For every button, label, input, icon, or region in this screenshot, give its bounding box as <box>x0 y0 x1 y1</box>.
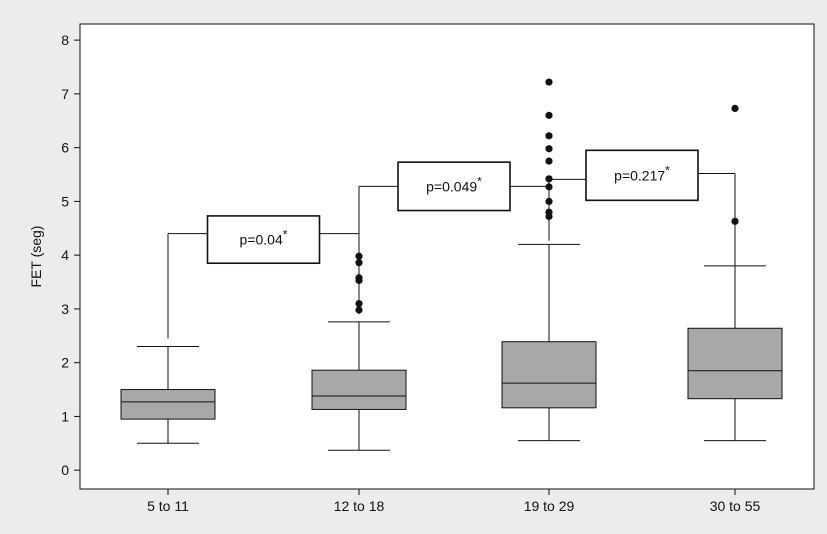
p-value-text-2: p=0.217 <box>614 167 665 183</box>
p-value-text-0: p=0.04 <box>240 232 283 248</box>
y-tick-label-8: 8 <box>61 32 69 48</box>
x-axis: 5 to 11 12 to 18 19 to 29 30 to 55 <box>147 489 761 514</box>
outlier-point-1-5 <box>355 252 363 260</box>
significance-mark-1: * <box>477 174 482 188</box>
outlier-point-2-9 <box>545 78 553 86</box>
box-iqr-1 <box>311 369 407 410</box>
box-group-1 <box>311 252 407 451</box>
outlier-point-2-5 <box>545 157 553 165</box>
outlier-point-2-7 <box>545 132 553 140</box>
annotation-0: p=0.04* <box>167 215 360 339</box>
box-iqr-2 <box>501 341 597 409</box>
p-value-text-1: p=0.049 <box>426 178 477 194</box>
annotation-2: p=0.217* <box>548 149 736 271</box>
outlier-point-3-0 <box>731 217 739 225</box>
box-group-0 <box>120 346 216 444</box>
outlier-point-2-2 <box>545 197 553 205</box>
outlier-point-2-3 <box>545 183 553 191</box>
y-tick-label-6: 6 <box>61 140 69 156</box>
outlier-point-1-4 <box>355 259 363 267</box>
y-tick-label-2: 2 <box>61 355 69 371</box>
y-tick-label-3: 3 <box>61 301 69 317</box>
outlier-point-1-3 <box>355 274 363 282</box>
significance-mark-2: * <box>665 163 670 177</box>
outlier-point-1-1 <box>355 299 363 308</box>
box-group-2 <box>501 78 597 442</box>
x-tick-label-0: 5 to 11 <box>147 498 189 514</box>
outlier-point-2-8 <box>545 111 553 119</box>
p-value-label-0: p=0.04* <box>240 228 288 248</box>
p-value-box-1 <box>397 161 511 212</box>
box-group-3 <box>687 104 783 442</box>
y-axis: 0 1 2 3 4 5 6 7 8 <box>61 32 80 478</box>
annotations: p=0.04*p=0.049* p=0.217* <box>167 149 736 339</box>
outlier-point-2-1 <box>545 208 553 216</box>
significance-mark-0: * <box>283 228 288 242</box>
y-tick-label-4: 4 <box>61 247 69 263</box>
box-iqr-0 <box>120 389 216 420</box>
outlier-point-3-1 <box>731 104 739 112</box>
boxes <box>120 78 783 451</box>
x-tick-label-1: 12 to 18 <box>334 498 385 514</box>
y-tick-label-0: 0 <box>61 462 69 478</box>
y-tick-label-7: 7 <box>61 86 69 102</box>
y-tick-label-1: 1 <box>61 408 69 424</box>
outlier-point-2-4 <box>545 175 553 183</box>
p-value-box-2 <box>585 149 699 202</box>
outlier-point-2-6 <box>545 145 553 153</box>
y-axis-label: FET (seg) <box>28 226 44 288</box>
p-value-label-1: p=0.049* <box>426 174 482 194</box>
p-value-label-2: p=0.217* <box>614 163 670 183</box>
box-iqr-3 <box>687 327 783 400</box>
y-tick-label-5: 5 <box>61 193 69 209</box>
annotation-1: p=0.049* <box>358 161 550 310</box>
x-tick-label-3: 30 to 55 <box>710 498 761 514</box>
outlier-point-1-0 <box>355 306 363 314</box>
x-tick-label-2: 19 to 29 <box>524 498 575 514</box>
p-value-box-0 <box>206 215 321 265</box>
